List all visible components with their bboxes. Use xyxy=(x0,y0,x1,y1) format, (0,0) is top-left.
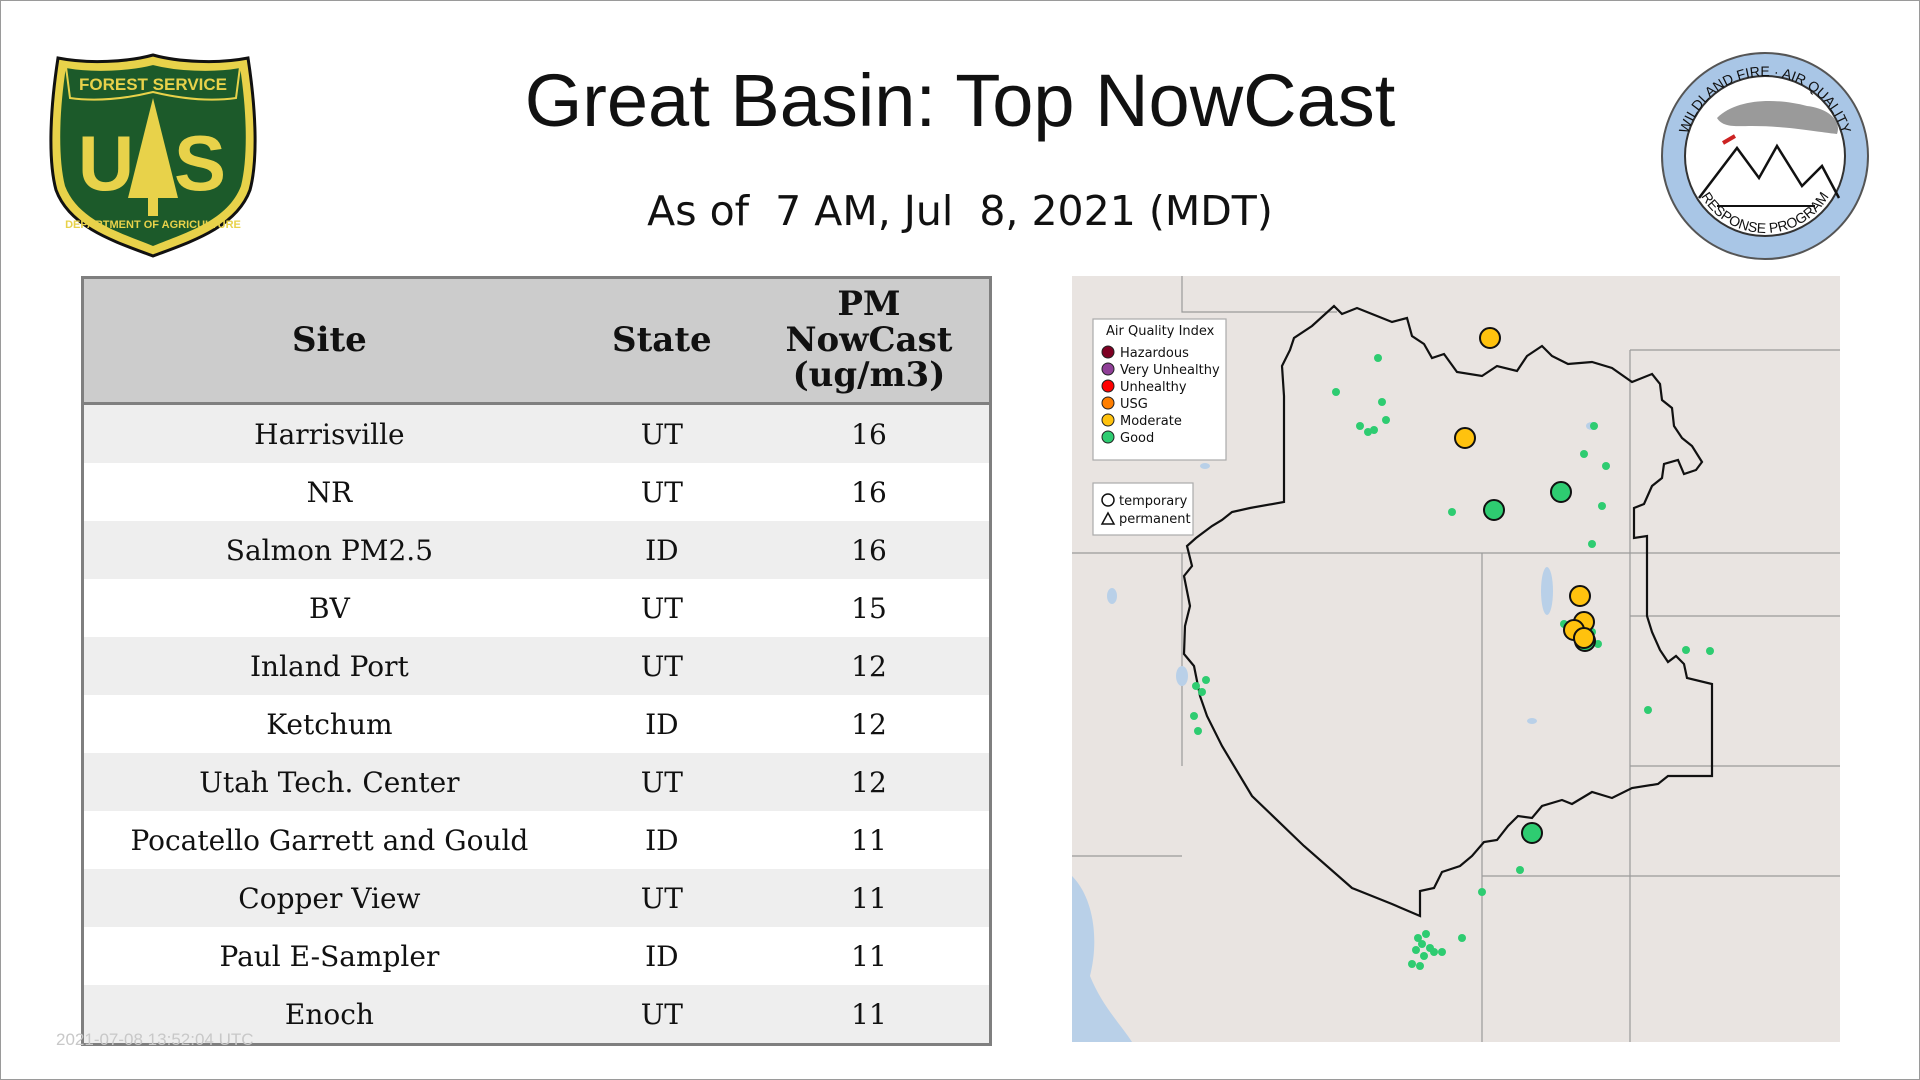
header-state: State xyxy=(574,277,749,405)
legend-permanent: permanent xyxy=(1119,512,1191,527)
cell-pm: 12 xyxy=(748,753,991,811)
table-row: Utah Tech. Center UT 12 xyxy=(82,753,991,811)
legend-very-unhealthy: Very Unhealthy xyxy=(1120,363,1220,378)
table-row: Pocatello Garrett and Gould ID 11 xyxy=(82,811,991,869)
cell-site: Salmon PM2.5 xyxy=(82,521,575,579)
cell-state: UT xyxy=(574,579,749,637)
logo-letter-u: U xyxy=(78,119,134,207)
header-site: Site xyxy=(82,277,575,405)
cell-state: ID xyxy=(574,811,749,869)
cell-pm: 11 xyxy=(748,927,991,985)
forest-service-logo: FOREST SERVICE U S DEPARTMENT OF AGRICUL… xyxy=(48,50,258,260)
shape-legend: temporary permanent xyxy=(1092,482,1194,536)
cell-pm: 16 xyxy=(748,463,991,521)
state-lines xyxy=(1072,276,1840,1042)
cell-site: Paul E-Sampler xyxy=(82,927,575,985)
cell-site: NR xyxy=(82,463,575,521)
cell-state: UT xyxy=(574,403,749,463)
cell-state: ID xyxy=(574,927,749,985)
cell-pm: 11 xyxy=(748,869,991,927)
cell-pm: 16 xyxy=(748,521,991,579)
cell-site: Copper View xyxy=(82,869,575,927)
render-timestamp: 2021-07-08 13:52:04 UTC xyxy=(56,1030,254,1049)
cell-state: ID xyxy=(574,695,749,753)
legend-unhealthy: Unhealthy xyxy=(1120,380,1187,395)
wildland-fire-logo: WILDLAND FIRE · AIR QUALITY RESPONSE PRO… xyxy=(1657,48,1873,264)
nowcast-table: Site State PM NowCast (ug/m3) Harrisvill… xyxy=(81,276,992,1046)
table-row: Salmon PM2.5 ID 16 xyxy=(82,521,991,579)
header-pm-line2: NowCast xyxy=(785,319,953,360)
legend-good: Good xyxy=(1120,431,1154,446)
logo-top-text: FOREST SERVICE xyxy=(79,75,227,94)
legend-usg: USG xyxy=(1120,397,1148,412)
table-row: Inland Port UT 12 xyxy=(82,637,991,695)
table-row: Harrisville UT 16 xyxy=(82,403,991,463)
legend-title: Air Quality Index xyxy=(1106,324,1215,339)
cell-pm: 12 xyxy=(748,637,991,695)
table-row: NR UT 16 xyxy=(82,463,991,521)
cell-site: Harrisville xyxy=(82,403,575,463)
cell-pm: 11 xyxy=(748,985,991,1045)
cell-pm: 15 xyxy=(748,579,991,637)
aqi-legend: Air Quality Index Hazardous Very Unhealt… xyxy=(1092,318,1227,461)
ocean xyxy=(1072,876,1132,1042)
cell-state: UT xyxy=(574,985,749,1045)
cell-site: Inland Port xyxy=(82,637,575,695)
lakes xyxy=(1107,422,1598,724)
cell-pm: 11 xyxy=(748,811,991,869)
permanent-triangle-icon xyxy=(1100,511,1116,525)
temporary-circle-icon xyxy=(1101,493,1115,507)
page-title: Great Basin: Top NowCast xyxy=(524,59,1396,142)
table-header-row: Site State PM NowCast (ug/m3) xyxy=(82,277,991,405)
logo-letter-s: S xyxy=(174,119,226,207)
cell-site: BV xyxy=(82,579,575,637)
cell-site: Ketchum xyxy=(82,695,575,753)
legend-hazardous: Hazardous xyxy=(1120,346,1189,361)
cell-pm: 12 xyxy=(748,695,991,753)
header-pm-nowcast: PM NowCast (ug/m3) xyxy=(748,277,991,405)
air-quality-map: Air Quality Index Hazardous Very Unhealt… xyxy=(1072,276,1840,1042)
table-row: Paul E-Sampler ID 11 xyxy=(82,927,991,985)
header-pm-line3: (ug/m3) xyxy=(792,355,946,396)
cell-state: UT xyxy=(574,869,749,927)
cell-site: Pocatello Garrett and Gould xyxy=(82,811,575,869)
table-row: Ketchum ID 12 xyxy=(82,695,991,753)
cell-state: UT xyxy=(574,463,749,521)
table-row: BV UT 15 xyxy=(82,579,991,637)
legend-moderate: Moderate xyxy=(1120,414,1182,429)
cell-pm: 16 xyxy=(748,403,991,463)
logo-bottom-text: DEPARTMENT OF AGRICULTURE xyxy=(65,219,241,231)
cell-site: Utah Tech. Center xyxy=(82,753,575,811)
cell-state: UT xyxy=(574,637,749,695)
table-row: Enoch UT 11 xyxy=(82,985,991,1045)
monitor-markers-temporary xyxy=(1454,327,1596,844)
page-subtitle: As of 7 AM, Jul 8, 2021 (MDT) xyxy=(647,187,1273,235)
monitor-markers-good xyxy=(1190,354,1714,970)
legend-temporary: temporary xyxy=(1119,494,1188,509)
cell-site: Enoch xyxy=(82,985,575,1045)
cell-state: UT xyxy=(574,753,749,811)
cell-state: ID xyxy=(574,521,749,579)
header-pm-line1: PM xyxy=(837,283,901,324)
great-basin-boundary xyxy=(1182,304,1714,918)
table-row: Copper View UT 11 xyxy=(82,869,991,927)
